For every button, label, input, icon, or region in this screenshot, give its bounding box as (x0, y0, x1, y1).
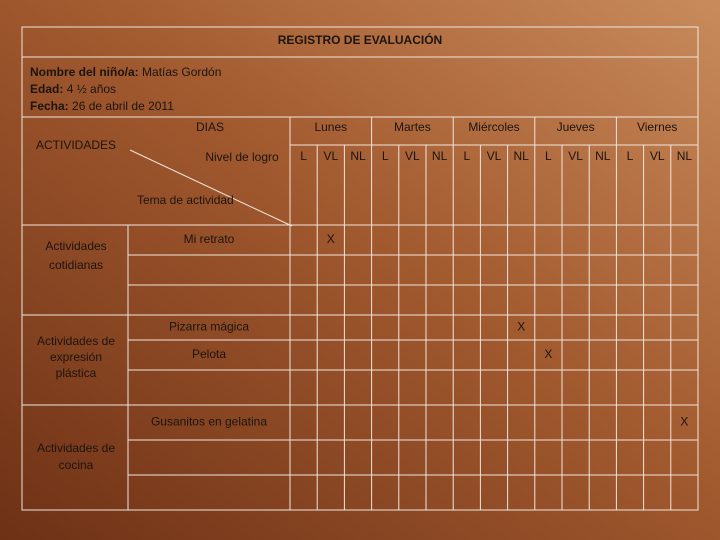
level-header: L (545, 149, 552, 163)
day-header: Martes (394, 120, 431, 134)
level-header: VL (323, 149, 338, 163)
level-header: NL (595, 149, 611, 163)
level-header: NL (350, 149, 366, 163)
activity: Pelota (192, 347, 226, 361)
info-label: Edad: (30, 82, 63, 96)
level-header: L (382, 149, 389, 163)
level-label: Nivel de logro (205, 150, 279, 164)
info-line: Fecha: 26 de abril de 2011 (30, 99, 174, 113)
diagonal-line (129, 149, 293, 227)
info-value: 26 de abril de 2011 (72, 99, 174, 113)
level-header: L (627, 149, 634, 163)
days-label: DIAS (196, 120, 224, 134)
group-name: Actividades cotidianas (45, 239, 106, 272)
group-name: Actividades de expresión plástica (37, 334, 115, 380)
mark: X (517, 320, 525, 334)
level-header: VL (568, 149, 583, 163)
table-border (21, 26, 699, 511)
day-header: Jueves (557, 120, 595, 134)
group-name: Actividades de cocina (37, 441, 115, 472)
day-header: Viernes (637, 120, 677, 134)
level-header: NL (432, 149, 448, 163)
level-header: VL (650, 149, 665, 163)
mark: X (327, 232, 335, 246)
info-line: Edad: 4 ½ años (30, 82, 116, 96)
level-header: VL (487, 149, 502, 163)
day-header: Lunes (314, 120, 347, 134)
activity: Gusanitos en gelatina (151, 415, 267, 429)
level-header: NL (677, 149, 693, 163)
mark: X (544, 347, 552, 361)
title: REGISTRO DE EVALUACIÓN (278, 32, 442, 47)
activity: Pizarra mágica (169, 320, 249, 334)
info-value: 4 ½ años (67, 82, 116, 96)
info-label: Fecha: (30, 99, 69, 113)
level-header: VL (405, 149, 420, 163)
level-header: L (300, 149, 307, 163)
level-header: NL (514, 149, 530, 163)
topic-label: Tema de actividad (137, 193, 234, 207)
info-line: Nombre del niño/a: Matías Gordón (30, 65, 221, 79)
day-header: Miércoles (468, 120, 519, 134)
mark: X (680, 415, 688, 429)
activity: Mi retrato (184, 232, 235, 246)
activities-header: ACTIVIDADES (36, 138, 116, 152)
info-value: Matías Gordón (142, 65, 221, 79)
level-header: L (463, 149, 470, 163)
info-label: Nombre del niño/a: (30, 65, 139, 79)
